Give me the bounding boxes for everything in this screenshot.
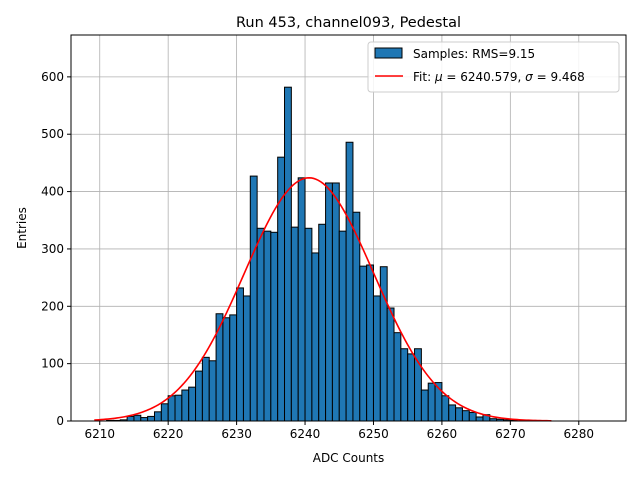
histogram-bar bbox=[338, 230, 347, 422]
histogram-bar bbox=[174, 394, 183, 422]
histogram-bar bbox=[140, 417, 149, 422]
histogram-bar bbox=[331, 182, 340, 422]
histogram-bar bbox=[304, 227, 313, 422]
fit-curve bbox=[94, 177, 552, 422]
x-axis-ticks: 6210 6220 6230 6240 6250 6260 6270 6280 bbox=[84, 421, 594, 441]
x-tick-label: 6250 bbox=[358, 427, 389, 441]
histogram-bar bbox=[475, 416, 484, 422]
histogram-bar bbox=[208, 360, 217, 422]
histogram-bar bbox=[366, 264, 374, 422]
legend-label-fit: Fit: μ = 6240.579, σ = 9.468 bbox=[413, 70, 585, 84]
y-tick-label: 600 bbox=[41, 70, 64, 84]
histogram-bar bbox=[318, 223, 327, 422]
histogram-bar bbox=[126, 415, 135, 422]
histogram-bar bbox=[427, 382, 436, 422]
histogram-bar bbox=[270, 231, 279, 422]
histogram-bar bbox=[297, 177, 306, 422]
x-tick-label: 6230 bbox=[221, 427, 252, 441]
histogram-bar bbox=[345, 141, 354, 422]
x-tick-label: 6210 bbox=[84, 427, 115, 441]
histogram-bar bbox=[468, 411, 477, 422]
histogram-bar bbox=[400, 348, 409, 422]
histogram-bar bbox=[160, 403, 169, 422]
legend-box bbox=[367, 41, 620, 93]
mu-symbol: μ bbox=[434, 70, 443, 84]
histogram-bar bbox=[229, 314, 238, 422]
y-tick-label: 100 bbox=[41, 357, 64, 371]
histogram-bar bbox=[147, 415, 155, 422]
histogram-bar bbox=[222, 317, 231, 422]
fit-prefix: Fit: bbox=[413, 70, 435, 84]
y-tick-label: 300 bbox=[41, 242, 64, 256]
histogram-bar bbox=[290, 226, 299, 422]
legend-swatch-samples bbox=[374, 47, 403, 59]
histogram-bar bbox=[448, 404, 457, 422]
plot-frame bbox=[70, 34, 627, 422]
histogram-bar bbox=[372, 295, 381, 422]
y-tick-label: 400 bbox=[41, 185, 64, 199]
histogram-bar bbox=[455, 407, 463, 422]
x-axis-label: ADC Counts bbox=[313, 451, 385, 465]
histogram-bar bbox=[167, 395, 176, 422]
histogram-bar bbox=[201, 356, 210, 422]
mu-value: = 6240.579, bbox=[443, 70, 526, 84]
legend: Samples: RMS=9.15 Fit: μ = 6240.579, σ =… bbox=[367, 41, 620, 93]
histogram-bars bbox=[106, 86, 518, 422]
x-tick-label: 6240 bbox=[290, 427, 321, 441]
legend-label-samples: Samples: RMS=9.15 bbox=[413, 47, 535, 61]
histogram-bar bbox=[215, 313, 224, 422]
histogram-bar bbox=[352, 211, 361, 422]
histogram-bar bbox=[242, 295, 251, 422]
y-axis-label: Entries bbox=[15, 207, 29, 249]
chart-title: Run 453, channel093, Pedestal bbox=[236, 15, 461, 31]
histogram-bar bbox=[461, 410, 470, 422]
histogram-bar bbox=[263, 230, 272, 422]
histogram-bar bbox=[441, 395, 450, 422]
x-tick-label: 6270 bbox=[495, 427, 526, 441]
x-tick-label: 6220 bbox=[153, 427, 184, 441]
histogram-bar bbox=[359, 265, 368, 422]
histogram-bar bbox=[249, 175, 258, 422]
histogram-bar bbox=[407, 353, 416, 422]
y-axis-ticks: 0 100 200 300 400 500 600 bbox=[41, 70, 71, 428]
histogram-bar bbox=[153, 411, 162, 422]
x-tick-label: 6260 bbox=[427, 427, 458, 441]
histogram-bar bbox=[236, 287, 244, 422]
sigma-symbol: σ bbox=[525, 70, 533, 84]
histogram-bar bbox=[188, 386, 197, 422]
histogram-bar bbox=[420, 389, 429, 422]
histogram-bar bbox=[133, 414, 142, 422]
histogram-bar bbox=[386, 307, 395, 422]
histogram-bar bbox=[181, 389, 190, 422]
histogram-bar bbox=[393, 332, 402, 422]
sigma-value: = 9.468 bbox=[533, 70, 585, 84]
x-tick-label: 6280 bbox=[564, 427, 595, 441]
y-tick-label: 0 bbox=[56, 414, 64, 428]
histogram-bar bbox=[195, 370, 203, 422]
histogram-bar bbox=[256, 227, 265, 422]
y-tick-label: 200 bbox=[41, 299, 64, 313]
histogram-bar bbox=[284, 86, 292, 422]
histogram-bar bbox=[325, 182, 333, 422]
histogram-bar bbox=[311, 252, 320, 422]
y-tick-label: 500 bbox=[41, 127, 64, 141]
